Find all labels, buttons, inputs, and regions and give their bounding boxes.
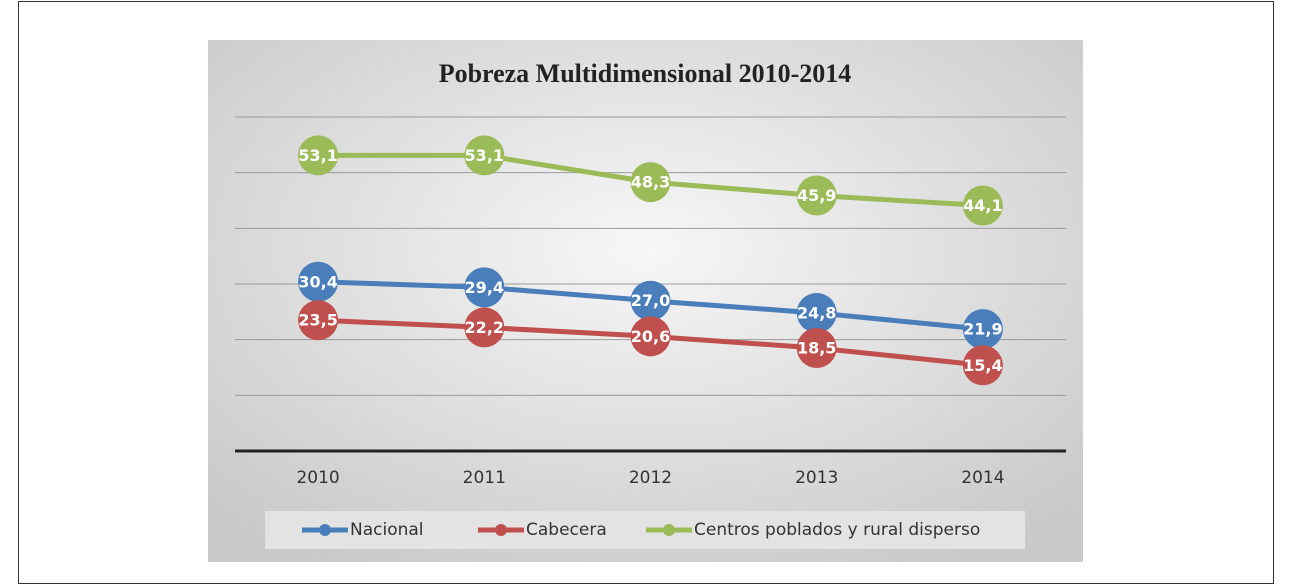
x-tick-label: 2010 [296, 468, 339, 488]
legend-marker [663, 524, 675, 536]
marker [630, 280, 671, 321]
data-label: 23,5 [298, 311, 337, 330]
x-tick-label: 2014 [961, 468, 1004, 488]
data-label: 53,1 [298, 146, 337, 165]
chart-title: Pobreza Multidimensional 2010-2014 [439, 59, 852, 88]
data-label: 44,1 [963, 196, 1002, 215]
legend-label: Cabecera [526, 520, 607, 540]
legend-label: Nacional [350, 520, 424, 540]
marker [630, 162, 671, 203]
marker [298, 261, 339, 302]
x-tick-label: 2013 [795, 468, 838, 488]
legend-marker [495, 524, 507, 536]
marker [464, 267, 505, 308]
marker [796, 175, 837, 216]
data-label: 29,4 [465, 278, 504, 297]
data-label: 24,8 [797, 303, 836, 322]
data-label: 20,6 [631, 327, 670, 346]
legend-label: Centros poblados y rural disperso [694, 520, 980, 540]
marker [962, 185, 1003, 226]
data-label: 45,9 [797, 186, 836, 205]
marker [298, 300, 339, 341]
data-label: 53,1 [465, 146, 504, 165]
marker [962, 345, 1003, 386]
marker [298, 135, 339, 176]
marker [630, 316, 671, 357]
data-label: 27,0 [631, 291, 670, 310]
marker [796, 292, 837, 333]
marker [962, 309, 1003, 350]
marker [464, 135, 505, 176]
data-label: 18,5 [797, 339, 836, 358]
data-label: 48,3 [631, 173, 670, 192]
marker [464, 307, 505, 348]
x-tick-label: 2011 [463, 468, 506, 488]
data-label: 30,4 [298, 272, 337, 291]
x-tick-label: 2012 [629, 468, 672, 488]
data-label: 21,9 [963, 320, 1002, 339]
legend [265, 511, 1025, 549]
data-label: 15,4 [963, 356, 1002, 375]
data-label: 22,2 [465, 318, 504, 337]
legend-marker [319, 524, 331, 536]
marker [796, 328, 837, 369]
